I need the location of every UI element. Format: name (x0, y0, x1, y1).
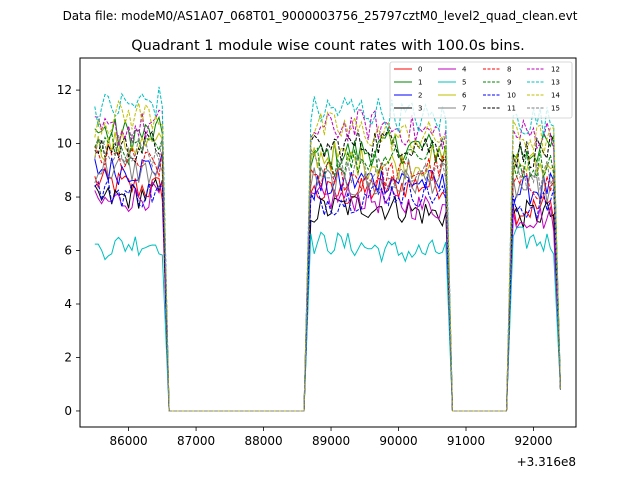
y-axis: 0 2 4 6 8 10 12 (57, 83, 80, 418)
y-tick-label: 2 (64, 350, 72, 364)
legend-label-14: 14 (551, 92, 560, 100)
x-tick-label: 91000 (447, 434, 485, 448)
legend-label-6: 6 (462, 92, 467, 100)
x-tick-label: 86000 (109, 434, 147, 448)
legend-label-5: 5 (462, 79, 466, 87)
y-tick-label: 8 (64, 190, 72, 204)
chart-title: Quadrant 1 module wise count rates with … (131, 38, 525, 54)
y-tick-label: 0 (64, 404, 72, 418)
legend-label-15: 15 (551, 105, 560, 113)
y-tick-label: 6 (64, 244, 72, 258)
legend-frame (389, 61, 573, 119)
y-tick-label: 10 (57, 137, 72, 151)
series-line-15 (94, 135, 561, 412)
x-tick-label: 88000 (244, 434, 282, 448)
series-line-11 (94, 126, 561, 412)
x-axis: 86000 87000 88000 89000 90000 91000 92000 (109, 427, 553, 448)
x-tick-label: 89000 (312, 434, 350, 448)
series-layer (94, 86, 561, 412)
legend-label-9: 9 (507, 79, 511, 87)
figure-suptitle: Data file: modeM0/AS1A07_068T01_90000037… (63, 9, 578, 23)
legend-label-7: 7 (462, 105, 466, 113)
legend-label-11: 11 (507, 105, 516, 113)
legend-label-13: 13 (551, 79, 560, 87)
legend-label-8: 8 (507, 66, 511, 74)
series-line-14 (94, 99, 561, 412)
x-tick-label: 90000 (379, 434, 417, 448)
legend-label-4: 4 (462, 66, 467, 74)
legend-label-10: 10 (507, 92, 516, 100)
x-tick-label: 87000 (177, 434, 215, 448)
legend-label-0: 0 (418, 66, 422, 74)
series-line-5 (94, 226, 561, 412)
plot-area-frame (79, 57, 577, 428)
legend-label-2: 2 (418, 92, 422, 100)
x-axis-offset-label: +3.316e8 (517, 455, 576, 469)
y-tick-label: 4 (64, 297, 72, 311)
legend-label-12: 12 (551, 66, 560, 74)
series-line-13 (94, 86, 561, 412)
legend-label-3: 3 (418, 105, 422, 113)
legend-label-1: 1 (418, 79, 422, 87)
series-line-10 (94, 178, 561, 412)
x-tick-label: 92000 (514, 434, 552, 448)
y-tick-label: 12 (57, 83, 72, 97)
